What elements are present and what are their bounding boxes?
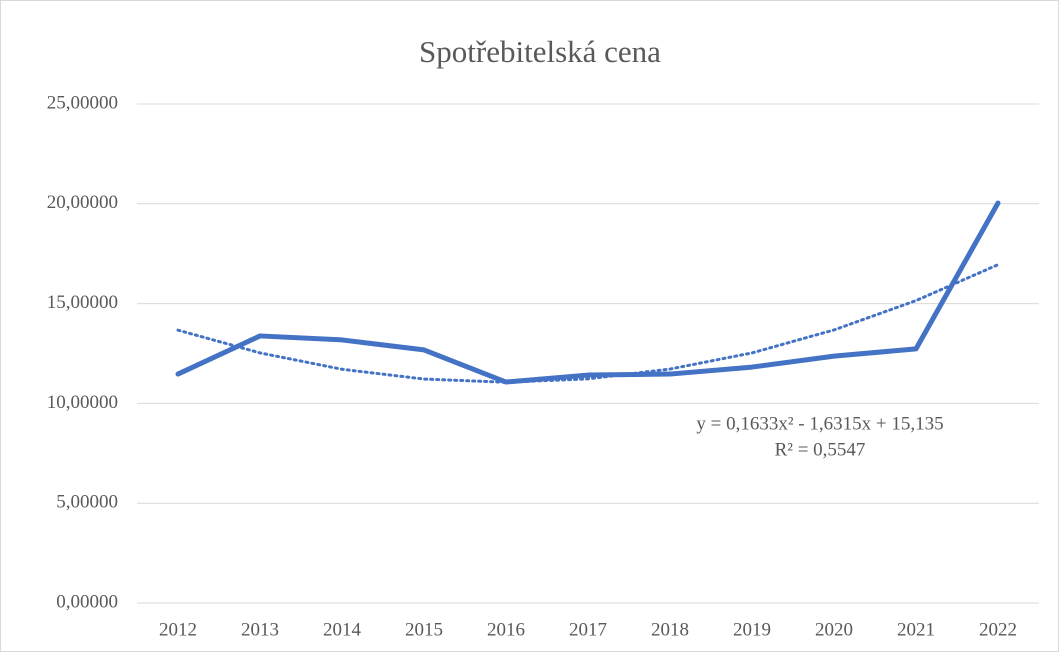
y-tick-label: 10,00000 (47, 392, 118, 413)
trend-equation: y = 0,1633x² - 1,6315x + 15,135 (696, 413, 943, 434)
y-tick-label: 5,00000 (56, 492, 118, 513)
x-tick-label: 2022 (979, 619, 1017, 640)
x-tick-label: 2013 (241, 619, 279, 640)
x-tick-label: 2014 (323, 619, 362, 640)
y-tick-label: 15,00000 (47, 292, 118, 313)
x-tick-label: 2015 (405, 619, 443, 640)
x-tick-label: 2021 (897, 619, 935, 640)
y-tick-label: 25,00000 (47, 92, 118, 113)
trend-line (176, 263, 1000, 384)
x-tick-label: 2016 (487, 619, 525, 640)
y-tick-label: 20,00000 (47, 192, 118, 213)
x-tick-label: 2012 (159, 619, 197, 640)
chart-title: Spotřebitelská cena (419, 34, 661, 69)
trend-r2: R² = 0,5547 (775, 439, 866, 460)
x-tick-label: 2019 (733, 619, 771, 640)
y-tick-label: 0,00000 (56, 591, 118, 612)
x-tick-label: 2017 (569, 619, 607, 640)
x-tick-label: 2020 (815, 619, 853, 640)
x-tick-label: 2018 (651, 619, 689, 640)
data-line (175, 200, 1001, 385)
